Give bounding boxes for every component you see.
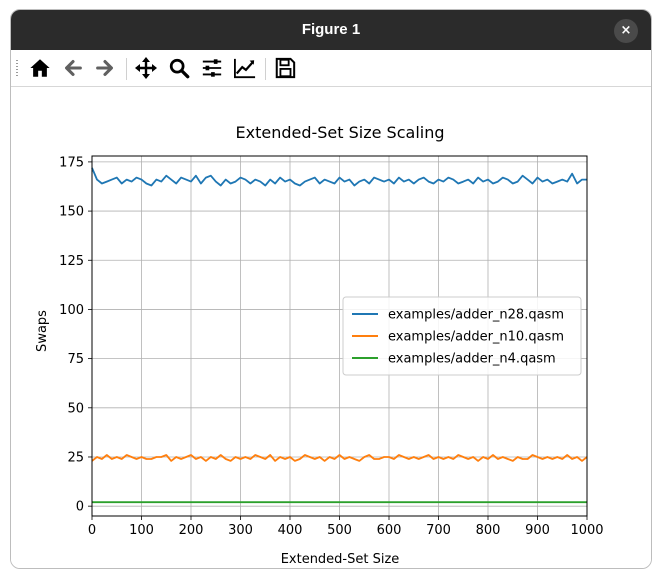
title-bar[interactable]: Figure 1 ×	[11, 10, 651, 50]
forward-button[interactable]	[92, 55, 118, 81]
y-tick-label: 0	[76, 500, 84, 515]
close-button[interactable]: ×	[614, 19, 638, 43]
toolbar-separator	[126, 58, 127, 80]
x-tick-label: 300	[228, 523, 253, 538]
x-tick-label: 800	[476, 523, 501, 538]
pan-button[interactable]	[133, 55, 159, 81]
x-tick-label: 1000	[570, 523, 603, 538]
x-tick-label: 500	[327, 523, 352, 538]
x-tick-label: 100	[129, 523, 154, 538]
forward-arrow-icon	[96, 60, 113, 76]
y-tick-label: 150	[59, 205, 84, 220]
line-chart[interactable]: Extended-Set Size Scaling 0 100 200 300 400 5…	[11, 87, 651, 569]
toolbar-separator	[265, 58, 266, 80]
subplots-icon	[202, 59, 222, 77]
series-line-1	[91, 167, 587, 187]
y-axis-label: Swaps	[35, 310, 50, 352]
y-tick-label: 175	[59, 155, 84, 170]
grid	[91, 156, 588, 516]
chart-title: Extended-Set Size Scaling	[236, 123, 445, 142]
edit-curves-button[interactable]	[232, 55, 258, 81]
window-title: Figure 1	[301, 21, 361, 38]
x-tick-label: 900	[525, 523, 550, 538]
y-tick-label: 25	[67, 450, 84, 465]
axis-ticks: 0 100 200 300 400 500 600 700 800 900 1000 0 25 50 75 1…	[59, 155, 603, 538]
series-line-2	[91, 454, 588, 462]
x-tick-label: 0	[88, 523, 96, 538]
legend-box	[342, 296, 582, 376]
figure-canvas[interactable]: Extended-Set Size Scaling 0 100 200 300 400 5…	[11, 87, 651, 569]
series-layer	[91, 167, 588, 504]
y-tick-label: 50	[67, 401, 84, 416]
zoom-icon	[169, 58, 190, 79]
x-axis-label: Extended-Set Size	[281, 552, 400, 567]
x-tick-label: 200	[179, 523, 204, 538]
subplots-button[interactable]	[199, 55, 225, 81]
y-tick-label: 100	[59, 303, 84, 318]
back-button[interactable]	[60, 55, 86, 81]
y-tick-label: 125	[59, 254, 84, 269]
x-tick-label: 400	[278, 523, 303, 538]
back-arrow-icon	[65, 60, 82, 76]
legend-entry: examples/adder_n28.qasm	[388, 308, 564, 323]
x-tick-label: 600	[377, 523, 402, 538]
toolbar	[11, 50, 651, 87]
legend-entry: examples/adder_n4.qasm	[388, 352, 556, 367]
y-tick-label: 75	[67, 352, 84, 367]
legend-entry: examples/adder_n10.qasm	[388, 330, 564, 345]
legend[interactable]: examples/adder_n28.qasm examples/adder_n1…	[342, 296, 582, 376]
save-icon	[275, 57, 296, 79]
edit-curves-icon	[234, 58, 256, 79]
pan-icon	[135, 57, 157, 79]
figure-window: Figure 1 ×	[10, 9, 652, 569]
home-icon	[30, 59, 50, 77]
home-button[interactable]	[27, 55, 53, 81]
zoom-button[interactable]	[166, 55, 192, 81]
save-button[interactable]	[272, 55, 298, 81]
toolbar-grip[interactable]	[16, 60, 18, 77]
x-tick-label: 700	[426, 523, 451, 538]
